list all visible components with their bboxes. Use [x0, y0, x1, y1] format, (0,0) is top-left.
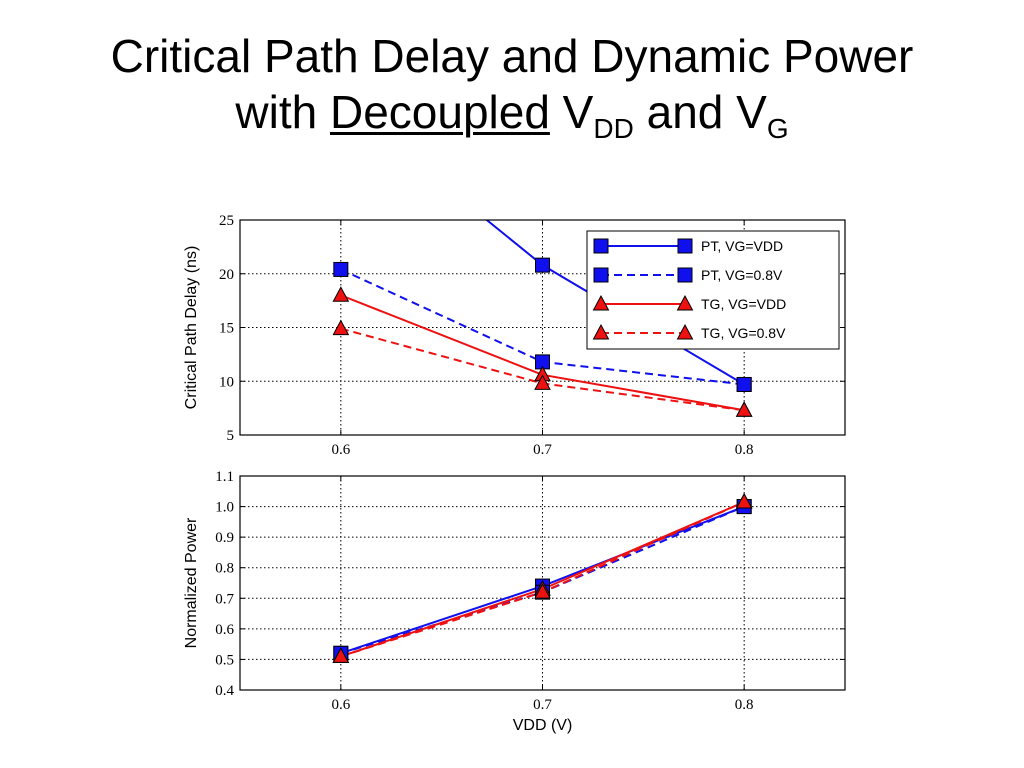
y-tick-label: 0.9: [215, 530, 234, 546]
y-axis-label: Normalized Power: [183, 517, 200, 648]
data-point: [333, 261, 349, 277]
plot-area: [332, 492, 753, 663]
title-sub-g: G: [766, 113, 789, 144]
y-tick-label: 0.8: [215, 561, 234, 577]
x-tick-label: 0.6: [331, 697, 350, 713]
legend-marker: [676, 323, 694, 340]
title-line-1: Critical Path Delay and Dynamic Power: [110, 30, 914, 82]
slide-title: Critical Path Delay and Dynamic Power wi…: [0, 28, 1024, 143]
legend-marker: [677, 267, 693, 283]
title-and: and V: [633, 86, 767, 138]
x-tick-label: 0.6: [331, 442, 350, 458]
y-axis-label: Critical Path Delay (ns): [183, 246, 200, 410]
data-point: [735, 492, 753, 509]
legend-label: TG, VG=0.8V: [701, 325, 786, 341]
legend-marker: [593, 238, 609, 254]
chart-1: 0.6 0.7 0.8 5 10 15 20 25 Critical Path Delay (n…: [183, 95, 846, 458]
title-line-2: with Decoupled VDD and VG: [0, 84, 1024, 143]
legend-marker: [676, 294, 694, 311]
legend-label: PT, VG=VDD: [701, 238, 783, 254]
legend-marker: [677, 238, 693, 254]
x-tick-label: 0.8: [735, 697, 754, 713]
plot-area: [332, 95, 753, 417]
y-tick-label: 0.4: [215, 683, 234, 699]
plot-frame: [239, 219, 846, 436]
plot-frame: [239, 475, 846, 691]
y-tick-label: 0.6: [215, 622, 234, 638]
data-point: [332, 319, 350, 336]
data-point: [332, 286, 350, 302]
y-tick-label: 20: [219, 267, 234, 283]
data-point: [736, 376, 752, 392]
chart-2: 0.6 0.7 0.8 0.4 0.5 0.6 0.7 0.8 0.9 1.0 1.1 Normali…: [183, 469, 846, 734]
title-with: with: [235, 86, 330, 138]
y-tick-label: 25: [219, 213, 234, 229]
legend-box: [586, 230, 840, 350]
legend-marker: [593, 267, 609, 283]
y-tick-label: 5: [227, 428, 235, 444]
data-point: [334, 95, 348, 109]
title-v1: V: [549, 86, 594, 138]
title-decoupled: Decoupled: [329, 86, 550, 138]
x-tick-label: 0.7: [533, 442, 552, 458]
data-point: [735, 401, 753, 417]
x-tick-label: 0.8: [735, 442, 754, 458]
y-tick-label: 1.1: [215, 469, 234, 485]
data-point: [535, 257, 550, 273]
y-tick-label: 15: [219, 321, 234, 337]
title-sub-dd: DD: [593, 113, 634, 144]
legend-label: TG, VG=VDD: [701, 296, 786, 312]
y-tick-label: 1.0: [215, 500, 234, 516]
x-tick-label: 0.7: [533, 697, 552, 713]
y-tick-label: 0.5: [215, 652, 234, 668]
data-point: [534, 583, 551, 599]
data-point: [332, 647, 350, 663]
legend-marker: [592, 323, 610, 340]
data-point: [534, 374, 551, 390]
legend-label: PT, VG=0.8V: [701, 267, 783, 283]
y-tick-label: 10: [219, 374, 234, 390]
y-tick-label: 0.7: [215, 591, 234, 607]
x-axis-label: VDD (V): [513, 717, 573, 734]
legend: PT, VG=VDD PT, VG=0.8V TG, VG=VDD TG, VG=0.…: [586, 230, 840, 350]
legend-marker: [592, 294, 610, 311]
